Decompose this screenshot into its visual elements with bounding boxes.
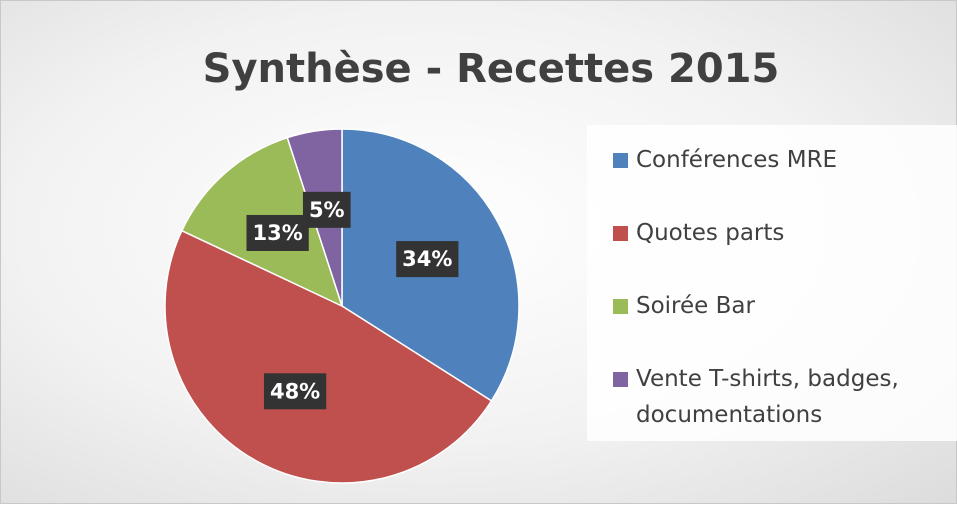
legend-label: Conférences MRE [636, 147, 838, 173]
data-label-box [263, 373, 327, 410]
legend-item: Quotes parts [613, 215, 957, 251]
data-label-box [396, 241, 459, 278]
legend-label: Soirée Bar [636, 293, 755, 319]
legend: Conférences MRE Quotes parts Soirée Bar Ven… [587, 125, 957, 441]
legend-label: Vente T-shirts, badges, documentations [636, 366, 899, 428]
data-label-text: 48% [270, 379, 320, 403]
legend-swatch [613, 299, 628, 314]
data-label-text: 13% [252, 221, 302, 245]
legend-swatch [613, 153, 628, 168]
pie-slice [164, 229, 493, 484]
data-label: 48% [263, 373, 327, 410]
data-label-box [246, 214, 309, 251]
data-label: 5% [302, 191, 351, 228]
data-label: 13% [246, 214, 309, 251]
legend-swatch [613, 226, 628, 241]
data-label-text: 5% [309, 198, 345, 222]
legend-label: Quotes parts [636, 220, 785, 246]
legend-item: Soirée Bar [613, 288, 957, 324]
legend-swatch [613, 372, 628, 387]
data-label-box [302, 191, 351, 228]
legend-item: Vente T-shirts, badges, documentations [613, 361, 957, 433]
data-label: 34% [396, 241, 459, 278]
chart-title: Synthèse - Recettes 2015 [203, 46, 780, 92]
data-label-text: 34% [402, 247, 452, 271]
legend-item: Conférences MRE [613, 142, 957, 178]
